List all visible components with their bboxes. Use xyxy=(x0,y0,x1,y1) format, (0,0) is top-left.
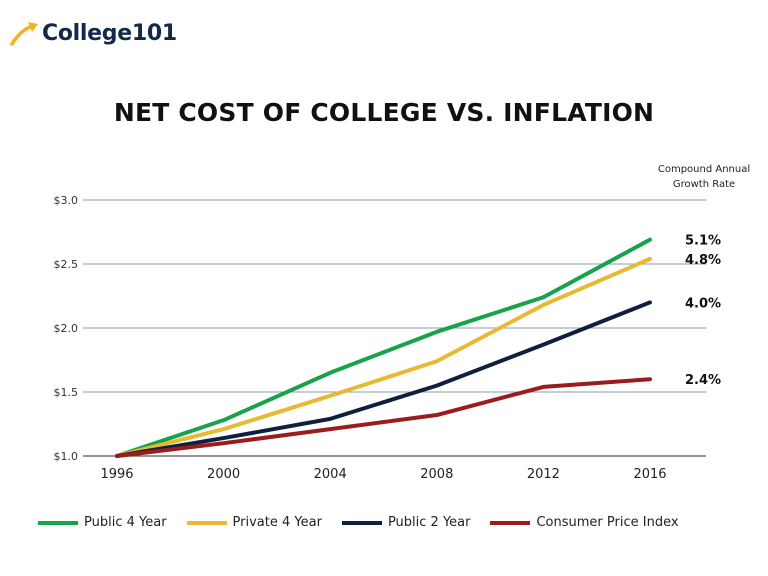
growth-rate-label: 5.1% xyxy=(685,234,721,249)
legend-item: Consumer Price Index xyxy=(490,515,679,530)
chart-title: NET COST OF COLLEGE VS. INFLATION xyxy=(113,98,655,127)
growth-rate-label: 4.0% xyxy=(685,296,721,311)
logo-text: College101 xyxy=(42,20,177,46)
x-tick-label: 2000 xyxy=(207,467,240,482)
legend-item: Private 4 Year xyxy=(186,515,322,530)
y-tick-label: $3.0 xyxy=(54,194,79,207)
legend-label: Consumer Price Index xyxy=(536,515,679,530)
logo: College101 xyxy=(10,20,177,46)
y-tick-label: $1.5 xyxy=(54,386,79,399)
legend-swatch xyxy=(38,520,78,525)
y-tick-label: $2.5 xyxy=(54,258,79,271)
series-line-2 xyxy=(115,300,652,458)
cagr-header-line2: Growth Rate xyxy=(673,179,735,190)
cagr-header-line1: Compound Annual xyxy=(658,164,750,175)
legend-label: Public 2 Year xyxy=(387,515,471,530)
x-tick-label: 2008 xyxy=(420,467,453,482)
y-tick-label: $1.0 xyxy=(54,450,79,463)
legend-item: Public 4 Year xyxy=(38,515,167,530)
series-line-1 xyxy=(115,256,652,458)
legend-label: Public 4 Year xyxy=(84,515,167,530)
legend-label: Private 4 Year xyxy=(232,515,322,530)
legend-swatch xyxy=(490,520,531,525)
growth-rate-label: 2.4% xyxy=(685,373,721,388)
arrow-icon xyxy=(10,22,38,46)
y-tick-label: $2.0 xyxy=(54,322,79,335)
line-chart: $1.0 $1.5 $2.0 $2.5 $3.0 1996 2000 2004 2008 2012… xyxy=(54,164,751,482)
legend-item: Public 2 Year xyxy=(341,515,471,530)
legend: Public 4 Year Private 4 Year Public 2 Year… xyxy=(38,515,679,530)
growth-rate-label: 4.8% xyxy=(685,253,721,268)
x-tick-label: 2004 xyxy=(314,467,347,482)
series-line-0 xyxy=(115,237,652,458)
legend-swatch xyxy=(341,520,382,525)
x-tick-label: 2016 xyxy=(633,467,666,482)
series-line-3 xyxy=(115,377,652,458)
x-tick-label: 2012 xyxy=(527,467,560,482)
legend-swatch xyxy=(186,520,227,525)
x-tick-label: 1996 xyxy=(100,467,133,482)
